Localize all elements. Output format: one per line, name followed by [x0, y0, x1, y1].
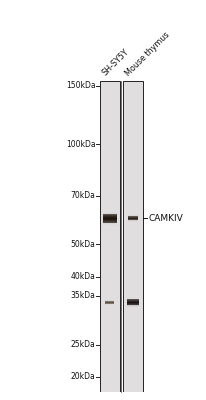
Bar — [105, 300, 114, 304]
Bar — [102, 213, 116, 214]
Text: 25kDa: 25kDa — [70, 340, 95, 349]
Text: 150kDa: 150kDa — [66, 81, 95, 90]
Bar — [126, 296, 138, 297]
Bar — [102, 212, 116, 213]
Bar — [123, 81, 142, 392]
Bar — [127, 219, 138, 220]
Bar — [102, 214, 116, 216]
Text: 50kDa: 50kDa — [70, 240, 95, 249]
Bar — [102, 216, 116, 217]
Text: 40kDa: 40kDa — [70, 272, 95, 281]
Bar — [102, 211, 116, 212]
Text: CAMKIV: CAMKIV — [147, 214, 182, 223]
Bar — [127, 220, 138, 221]
Text: Mouse thymus: Mouse thymus — [123, 30, 171, 78]
Bar — [127, 217, 138, 218]
Bar — [127, 215, 138, 216]
Bar — [126, 306, 138, 307]
Bar — [126, 300, 138, 301]
Bar — [102, 217, 116, 218]
Bar — [127, 218, 138, 219]
Bar — [126, 303, 138, 304]
Bar — [127, 221, 138, 222]
Text: SH-SY5Y: SH-SY5Y — [101, 48, 130, 78]
Bar — [126, 298, 138, 299]
Bar — [102, 226, 116, 227]
Text: 35kDa: 35kDa — [70, 292, 95, 300]
Bar — [127, 214, 138, 215]
Bar — [99, 81, 119, 392]
Bar — [126, 304, 138, 305]
Bar — [127, 216, 138, 217]
Bar — [126, 305, 138, 306]
Bar — [102, 209, 116, 210]
Bar — [126, 301, 138, 302]
Bar — [102, 218, 116, 219]
Bar — [127, 216, 138, 220]
Bar — [126, 299, 138, 300]
Bar — [102, 221, 116, 222]
Text: 20kDa: 20kDa — [70, 372, 95, 381]
Bar — [102, 210, 116, 211]
Text: 100kDa: 100kDa — [66, 140, 95, 149]
Bar — [102, 224, 116, 225]
Bar — [126, 302, 138, 303]
Text: 70kDa: 70kDa — [70, 191, 95, 200]
Bar — [126, 307, 138, 308]
Bar — [102, 222, 116, 223]
Bar — [102, 225, 116, 226]
Bar — [126, 297, 138, 298]
Bar — [102, 223, 116, 224]
Bar — [102, 220, 116, 221]
Bar — [102, 219, 116, 220]
Bar — [126, 299, 138, 305]
Bar — [102, 214, 116, 222]
